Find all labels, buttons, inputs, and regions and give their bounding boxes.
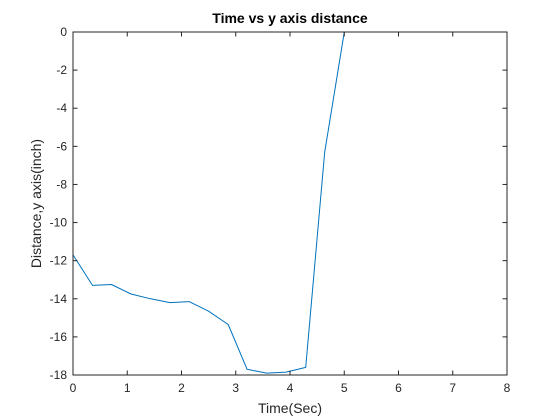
x-tick-label: 0 [70, 381, 77, 395]
x-tick-label: 6 [395, 381, 402, 395]
y-tick-label: -6 [56, 139, 67, 153]
x-tick-label: 7 [449, 381, 456, 395]
x-tick-label: 2 [178, 381, 185, 395]
y-tick-label: -12 [50, 254, 68, 268]
y-tick-label: -10 [50, 216, 68, 230]
chart-title: Time vs y axis distance [212, 10, 368, 26]
x-axis-label: Time(Sec) [258, 400, 322, 416]
y-tick-label: -14 [50, 292, 68, 306]
y-tick-label: -4 [56, 101, 67, 115]
y-tick-label: -18 [50, 368, 68, 382]
y-tick-label: -2 [56, 63, 67, 77]
y-tick-label: -8 [56, 177, 67, 191]
plot-area [73, 32, 507, 375]
axes-layer: 0 1 2 3 4 5 6 7 8 0 -2 -4 -6 -8 -10 -12 -14 -16 -18 [50, 25, 511, 395]
x-tick-label: 1 [124, 381, 131, 395]
x-tick-label: 5 [341, 381, 348, 395]
y-axis-label: Distance,y axis(inch) [28, 139, 44, 268]
x-tick-label: 4 [287, 381, 294, 395]
x-tick-label: 3 [232, 381, 239, 395]
y-tick-label: 0 [60, 25, 67, 39]
x-tick-label: 8 [504, 381, 511, 395]
y-tick-label: -16 [50, 330, 68, 344]
